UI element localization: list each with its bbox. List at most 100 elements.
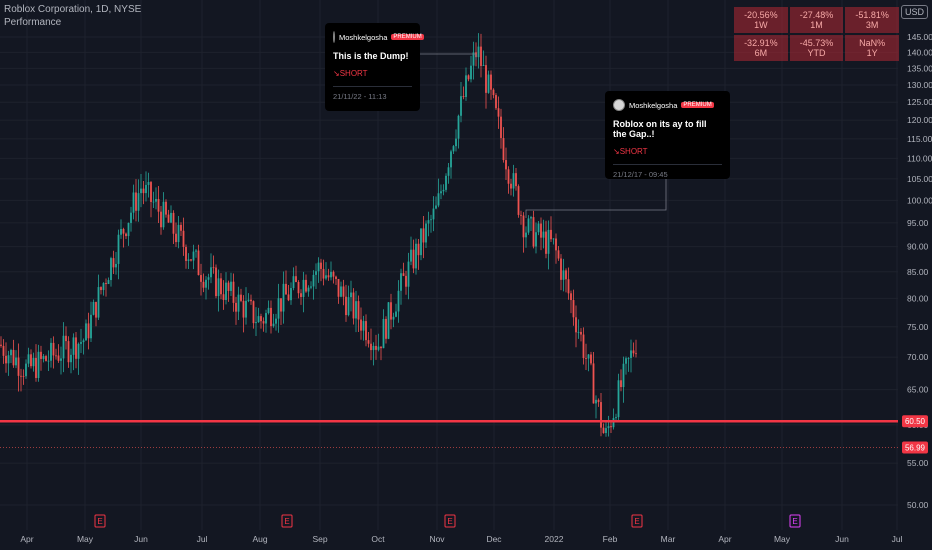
candle-body xyxy=(420,228,422,256)
symbol-title[interactable]: Roblox Corporation, 1D, NYSE xyxy=(4,4,142,15)
time-tick-label: Apr xyxy=(20,534,33,544)
candle-body xyxy=(622,363,625,388)
time-axis[interactable]: Apr May Jun Jul Aug Sep Oct Nov Dec 2022 Feb Mar Apr… xyxy=(20,534,902,544)
earnings-badge-frame xyxy=(94,514,106,528)
candle-body xyxy=(162,201,165,228)
candle-body xyxy=(487,74,490,93)
candle-body xyxy=(570,293,572,301)
candle-body xyxy=(527,218,530,233)
idea-card[interactable]: Moshkelgosha PREMIUM Roblox on its ay to… xyxy=(605,91,730,179)
candle-body xyxy=(250,299,252,302)
candle-body xyxy=(47,360,50,362)
candle-body xyxy=(55,355,57,357)
support-price-tag xyxy=(902,415,928,428)
candle-body xyxy=(30,354,32,367)
idea-title[interactable]: This is the Dump! xyxy=(333,51,409,61)
candle-body xyxy=(115,263,117,268)
idea-card[interactable]: Moshkelgosha PREMIUM This is the Dump! ↘… xyxy=(325,23,424,111)
candle-body xyxy=(472,52,475,66)
candle-body xyxy=(365,321,367,341)
candle-body xyxy=(457,115,460,139)
price-tick-label: 130.00 xyxy=(907,80,932,90)
candle-body xyxy=(135,192,137,211)
candle-body xyxy=(562,270,565,280)
candle-body xyxy=(567,279,570,294)
time-tick-label: Jun xyxy=(134,534,148,544)
candle-body xyxy=(280,298,282,312)
candle-body xyxy=(337,278,340,297)
earnings-icon: E xyxy=(94,514,106,528)
candle-body xyxy=(397,290,400,312)
time-tick-label: Jul xyxy=(197,534,208,544)
candle-body xyxy=(435,205,437,209)
candle-body xyxy=(590,354,592,364)
price-axis[interactable]: 50.0055.0060.0065.0070.0075.0080.0085.00… xyxy=(907,32,932,510)
price-tick-label: 70.00 xyxy=(907,352,929,362)
candle-body xyxy=(245,300,247,318)
candle-body xyxy=(592,363,595,404)
candle-body xyxy=(635,353,637,355)
last-price-label: 56.99 xyxy=(905,443,926,452)
author-name[interactable]: Moshkelgosha xyxy=(629,100,678,110)
candle-body xyxy=(352,292,355,319)
candle-body xyxy=(325,275,327,279)
candle-body xyxy=(557,250,560,259)
candle-body xyxy=(50,342,52,361)
candle-body xyxy=(72,337,75,355)
candle-body xyxy=(265,313,267,324)
candle-body xyxy=(305,279,307,292)
currency-button[interactable]: USD xyxy=(900,5,928,19)
candle-body xyxy=(35,357,37,378)
candle-body xyxy=(370,343,372,351)
candle-body xyxy=(310,286,312,288)
candle-body xyxy=(25,363,27,377)
candle-body xyxy=(260,316,262,322)
candle-body xyxy=(165,201,167,215)
candle-body xyxy=(602,427,605,434)
candle-body xyxy=(200,275,202,282)
candle-body xyxy=(405,275,407,287)
candle-body xyxy=(502,138,505,161)
candle-body xyxy=(577,331,580,333)
price-tick-label: 50.00 xyxy=(907,500,929,510)
candle-body xyxy=(580,331,582,335)
candle-body xyxy=(110,258,112,281)
candle-body xyxy=(7,355,10,364)
candle-body xyxy=(395,311,397,317)
idea-connector xyxy=(525,179,667,218)
candle-body xyxy=(45,356,47,361)
candle-body xyxy=(62,335,65,359)
candle-body xyxy=(440,191,442,194)
candle-body xyxy=(330,271,332,278)
candle-body xyxy=(492,89,495,96)
candle-body xyxy=(407,261,410,287)
grid xyxy=(0,0,898,530)
candle-body xyxy=(222,294,225,300)
author-name[interactable]: Moshkelgosha xyxy=(339,32,388,42)
candle-body xyxy=(167,214,170,223)
perf-value: -27.48% xyxy=(799,10,834,20)
candle-body xyxy=(322,268,325,279)
candle-body xyxy=(232,281,235,303)
time-tick-label: Jul xyxy=(892,534,903,544)
candle-body xyxy=(377,346,380,350)
candle-body xyxy=(532,217,535,247)
candle-body xyxy=(630,350,632,359)
candle-body xyxy=(520,214,522,216)
candle-body xyxy=(625,358,627,364)
candle-body xyxy=(447,167,450,176)
perf-label: 1Y xyxy=(866,48,878,58)
price-tick-label: 135.00 xyxy=(907,63,932,73)
idea-title[interactable]: Roblox on its ay to fill the Gap..! xyxy=(613,119,707,139)
indicator-title[interactable]: Performance xyxy=(4,17,62,28)
candle-body xyxy=(525,232,527,238)
candle-body xyxy=(417,243,420,256)
candle-body xyxy=(207,277,210,280)
candle-body xyxy=(290,288,292,301)
candle-body xyxy=(295,276,297,283)
candle-body xyxy=(122,228,125,234)
candle-body xyxy=(252,301,255,324)
candle-body xyxy=(442,189,445,192)
candle-body xyxy=(515,173,517,187)
